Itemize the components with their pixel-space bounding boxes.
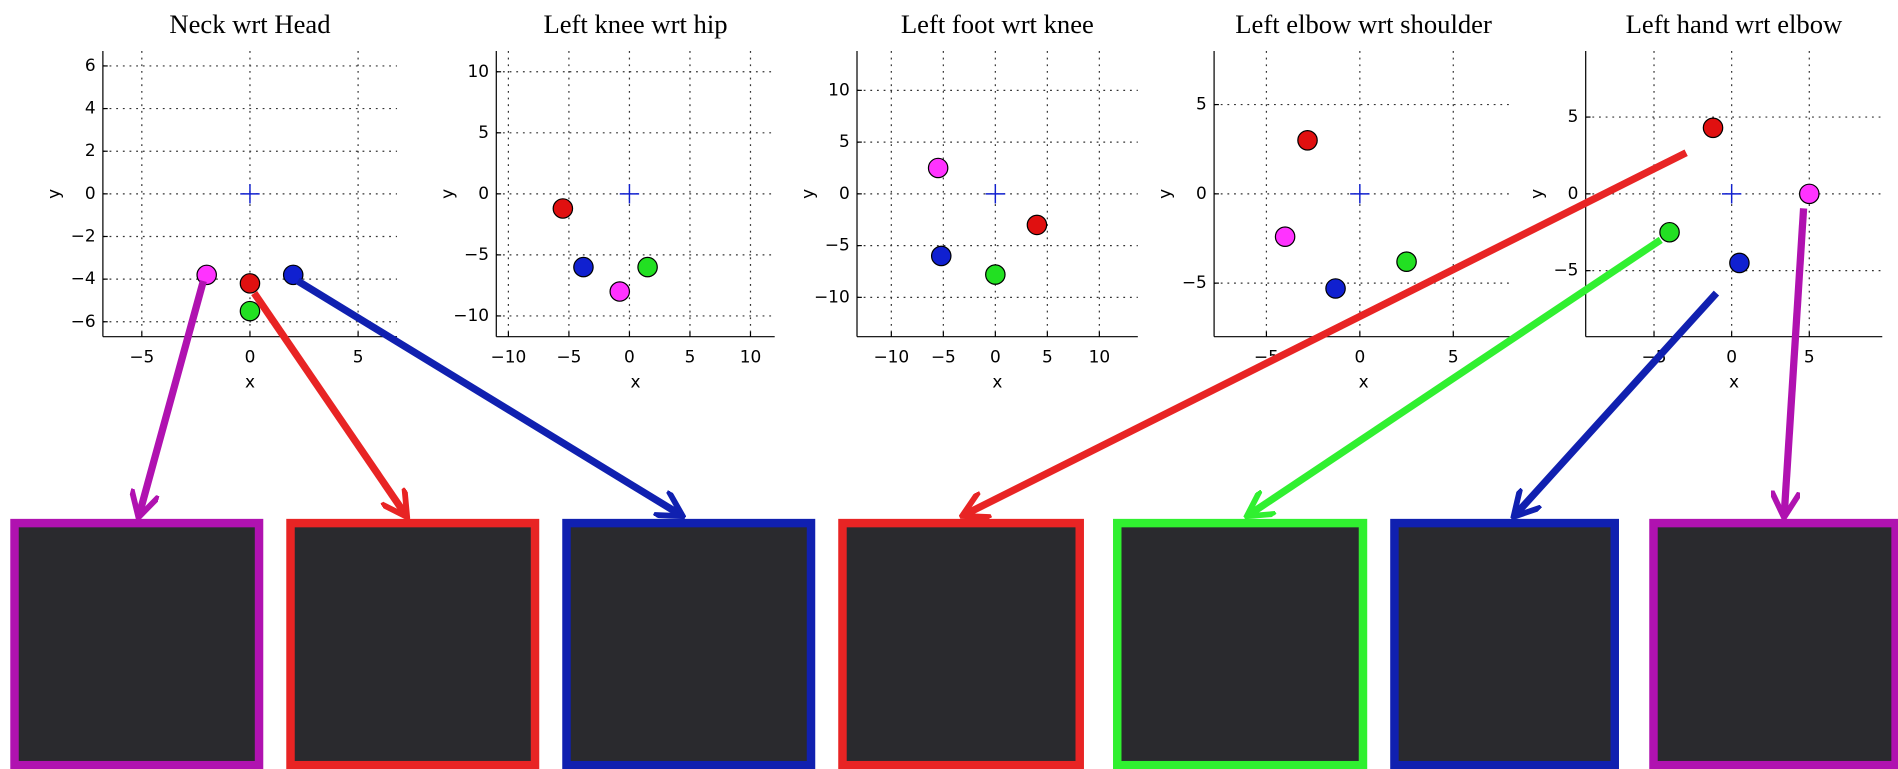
y-tick-label: 4 xyxy=(85,98,96,118)
y-tick-label: 5 xyxy=(839,131,850,151)
x-axis-label: x xyxy=(1359,372,1369,392)
image-frame xyxy=(1653,523,1895,765)
cluster-center xyxy=(1703,118,1722,137)
y-tick-label: 2 xyxy=(85,140,96,160)
image-frame xyxy=(1117,523,1363,765)
arrow xyxy=(1249,240,1661,515)
scatter-chart: Left knee wrt hip −10 −5 0 5 10 −10 −5 0 5 10 x y xyxy=(437,9,775,392)
cluster-center xyxy=(610,282,629,301)
scatter-chart: Left foot wrt knee −10 −5 0 5 10 −10 −5 0 5 10 x y xyxy=(798,9,1138,392)
image-frame xyxy=(15,523,260,765)
cluster-center xyxy=(553,199,572,218)
x-axis-label: x xyxy=(245,372,255,392)
origin-cross xyxy=(240,184,259,203)
x-tick-label: 0 xyxy=(1354,346,1365,366)
y-tick-label: 0 xyxy=(85,183,96,203)
y-tick-label: 10 xyxy=(467,61,489,81)
cluster-center xyxy=(240,274,259,293)
scatter-chart: Neck wrt Head −5 0 5 −6 −4 −2 0 2 4 6 x y xyxy=(43,9,397,392)
image-frame xyxy=(291,523,536,765)
cluster-center xyxy=(1298,131,1317,150)
cluster-center xyxy=(1027,215,1046,234)
y-axis-label: y xyxy=(1155,189,1175,199)
x-tick-label: −10 xyxy=(873,346,909,366)
y-tick-label: −6 xyxy=(71,311,96,331)
x-tick-label: −5 xyxy=(556,346,581,366)
arrow xyxy=(254,293,405,515)
x-tick-label: 0 xyxy=(1726,346,1737,366)
origin-cross xyxy=(1350,184,1369,203)
y-tick-label: 5 xyxy=(1568,106,1579,126)
arrows xyxy=(139,153,1803,515)
cluster-center xyxy=(1275,227,1294,246)
x-axis-label: x xyxy=(630,372,640,392)
cluster-center xyxy=(240,301,259,320)
image-frame xyxy=(1394,523,1614,765)
cluster-center xyxy=(1730,253,1749,272)
cluster-center xyxy=(1660,223,1679,242)
x-tick-label: 5 xyxy=(1448,346,1459,366)
origin-cross xyxy=(1722,184,1741,203)
chart-title: Left foot wrt knee xyxy=(901,9,1094,39)
y-tick-label: −5 xyxy=(825,235,850,255)
image-frame xyxy=(566,523,811,765)
chart-title: Neck wrt Head xyxy=(169,9,330,39)
y-axis-label: y xyxy=(43,189,63,199)
x-axis-label: x xyxy=(1729,372,1739,392)
cluster-center xyxy=(638,257,657,276)
y-tick-label: 0 xyxy=(1196,183,1207,203)
x-tick-label: −5 xyxy=(129,346,154,366)
y-tick-label: 0 xyxy=(1568,183,1579,203)
origin-cross xyxy=(620,184,639,203)
chart-title: Left hand wrt elbow xyxy=(1626,9,1843,39)
chart-title: Left elbow wrt shoulder xyxy=(1235,9,1492,39)
cluster-center xyxy=(986,265,1005,284)
x-tick-label: 0 xyxy=(624,346,635,366)
y-axis-label: y xyxy=(798,189,818,199)
x-tick-label: 5 xyxy=(685,346,696,366)
y-tick-label: −5 xyxy=(1553,260,1578,280)
y-tick-label: −10 xyxy=(814,286,850,306)
y-tick-label: 6 xyxy=(85,55,96,75)
y-tick-label: 10 xyxy=(828,79,850,99)
x-tick-label: 5 xyxy=(353,346,364,366)
arrow xyxy=(1784,208,1803,514)
cluster-center xyxy=(928,158,947,177)
cluster-center xyxy=(932,246,951,265)
y-tick-label: −4 xyxy=(71,268,96,288)
y-axis-label: y xyxy=(437,189,457,199)
cluster-center xyxy=(1397,252,1416,271)
y-tick-label: 0 xyxy=(478,183,489,203)
y-axis-label: y xyxy=(1526,189,1546,199)
origin-cross xyxy=(986,184,1005,203)
chart-title: Left knee wrt hip xyxy=(543,9,727,39)
figure: Neck wrt Head−505−6−4−20246xyLeft knee w… xyxy=(0,0,1898,769)
x-tick-label: 10 xyxy=(740,346,762,366)
x-tick-label: 10 xyxy=(1089,346,1111,366)
x-tick-label: 5 xyxy=(1042,346,1053,366)
arrow xyxy=(1515,293,1716,515)
y-tick-label: 5 xyxy=(478,122,489,142)
x-tick-label: −5 xyxy=(931,346,956,366)
y-tick-label: 0 xyxy=(839,183,850,203)
image-frames xyxy=(15,523,1896,765)
image-frame xyxy=(842,523,1079,765)
y-tick-label: 5 xyxy=(1196,94,1207,114)
x-axis-label: x xyxy=(992,372,1002,392)
y-tick-label: −2 xyxy=(71,225,96,245)
x-tick-label: −10 xyxy=(491,346,527,366)
x-tick-label: 0 xyxy=(245,346,256,366)
x-tick-label: 5 xyxy=(1804,346,1815,366)
x-tick-label: 0 xyxy=(990,346,1001,366)
y-tick-label: −10 xyxy=(453,305,489,325)
cluster-center xyxy=(574,257,593,276)
y-tick-label: −5 xyxy=(1182,272,1207,292)
y-tick-label: −5 xyxy=(464,244,489,264)
cluster-center xyxy=(1800,184,1819,203)
arrow xyxy=(139,281,203,515)
cluster-center xyxy=(1326,279,1345,298)
